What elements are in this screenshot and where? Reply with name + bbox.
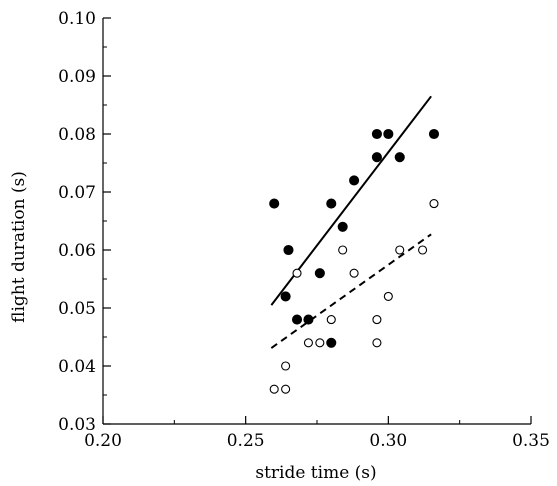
y-tick-label: 0.04 [58,357,96,377]
x-axis-title: stride time (s) [255,463,376,483]
open-point [418,245,428,255]
open-point [372,315,382,325]
x-tick-label: 0.35 [512,431,550,451]
open-point [383,291,393,301]
y-tick-label: 0.06 [58,241,96,261]
filled-point [326,198,337,209]
filled-point [394,152,405,163]
x-tick-label: 0.25 [227,431,265,451]
open-point [303,338,313,348]
filled-point [371,128,382,140]
filled-point [428,128,440,140]
filled-point [383,128,394,140]
filled-point [337,221,348,232]
open-point [281,361,291,371]
x-tick-label: 0.30 [369,431,407,451]
filled-point [314,268,325,279]
filled-point [283,244,294,256]
open-point [281,384,291,394]
filled-point [326,337,337,348]
y-tick-label: 0.08 [58,125,96,145]
open-point [292,268,302,278]
fit-lines [270,95,432,349]
open-point [429,199,439,209]
filled-point [269,198,280,209]
y-tick-label: 0.05 [58,299,96,319]
y-axis-title: flight duration (s) [9,171,29,323]
open-point [326,315,336,325]
open-point [372,338,382,348]
open-point [338,245,348,255]
open-point [269,384,279,394]
y-tick-label: 0.09 [58,67,96,87]
filled-point [291,314,303,325]
y-tick-label: 0.03 [58,415,96,435]
y-tick-label: 0.07 [58,183,96,203]
open-point [315,338,325,348]
axes: 0.03 0.04 0.05 0.06 0.07 0.08 0.09 0.10 0.20 0.25… [58,9,550,451]
filled-point [303,314,314,325]
open-point [395,245,405,255]
data-points [269,128,440,394]
open-point [349,268,359,278]
filled-point [349,175,360,186]
filled-point [280,291,291,302]
x-tick-label: 0.20 [84,431,122,451]
y-tick-label: 0.10 [58,9,96,29]
filled-point [371,152,382,163]
fit-line-dashed [270,233,432,349]
